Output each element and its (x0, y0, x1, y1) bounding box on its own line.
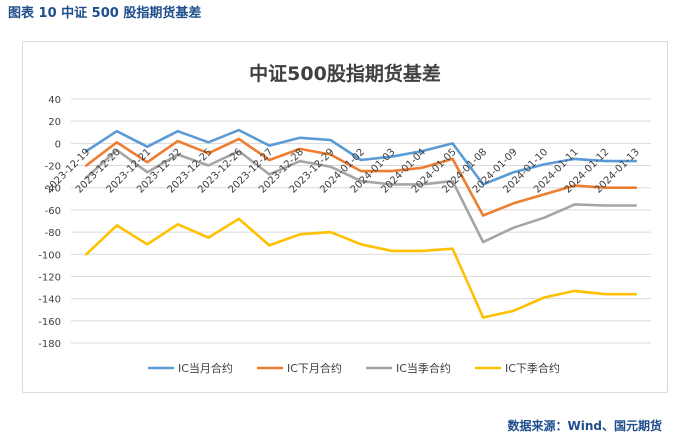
figure-caption: 图表 10 中证 500 股指期货基差 (8, 2, 201, 21)
y-axis-tick-labels: 40 20 0 -20 -40 -60 -80 -100 -120 -140 -160 -180 (38, 95, 61, 350)
chart-container: 中证500股指期货基差 40 20 0 -20 -40 -60 -80 -100 -120 -14… (22, 41, 668, 393)
y-tick-label: -160 (38, 317, 61, 328)
figure-label: 图表 10 (8, 6, 57, 21)
legend: IC当月合约 IC下月合约 IC当季合约 IC下季合约 (148, 361, 560, 375)
series-lines (84, 128, 638, 319)
legend-label: IC当季合约 (396, 361, 451, 375)
series-line-4 (84, 217, 638, 319)
y-tick-label: 20 (48, 117, 61, 128)
legend-label: IC当月合约 (178, 361, 233, 375)
y-tick-label: 40 (48, 95, 61, 106)
y-tick-label: -120 (38, 272, 61, 283)
y-tick-label: -100 (38, 250, 61, 261)
y-tick-label: -180 (38, 339, 61, 350)
source-note: 数据来源：Wind、国元期货 (507, 419, 662, 433)
series-line-2 (84, 137, 638, 217)
y-tick-label: -80 (45, 228, 61, 239)
basis-line-chart: 中证500股指期货基差 40 20 0 -20 -40 -60 -80 -100 -120 -14… (38, 62, 651, 375)
y-tick-label: -40 (45, 184, 61, 195)
legend-label: IC下季合约 (505, 361, 560, 375)
grid (71, 98, 651, 344)
series-line-3 (84, 148, 638, 244)
chart-title: 中证500股指期货基差 (249, 62, 441, 85)
y-tick-label: -60 (45, 206, 61, 217)
y-tick-label: 0 (55, 139, 61, 150)
series-line-1 (84, 128, 638, 186)
legend-label: IC下月合约 (287, 361, 342, 375)
y-tick-label: -20 (45, 162, 61, 173)
y-tick-label: -140 (38, 295, 61, 306)
figure-title: 中证 500 股指期货基差 (61, 6, 202, 21)
